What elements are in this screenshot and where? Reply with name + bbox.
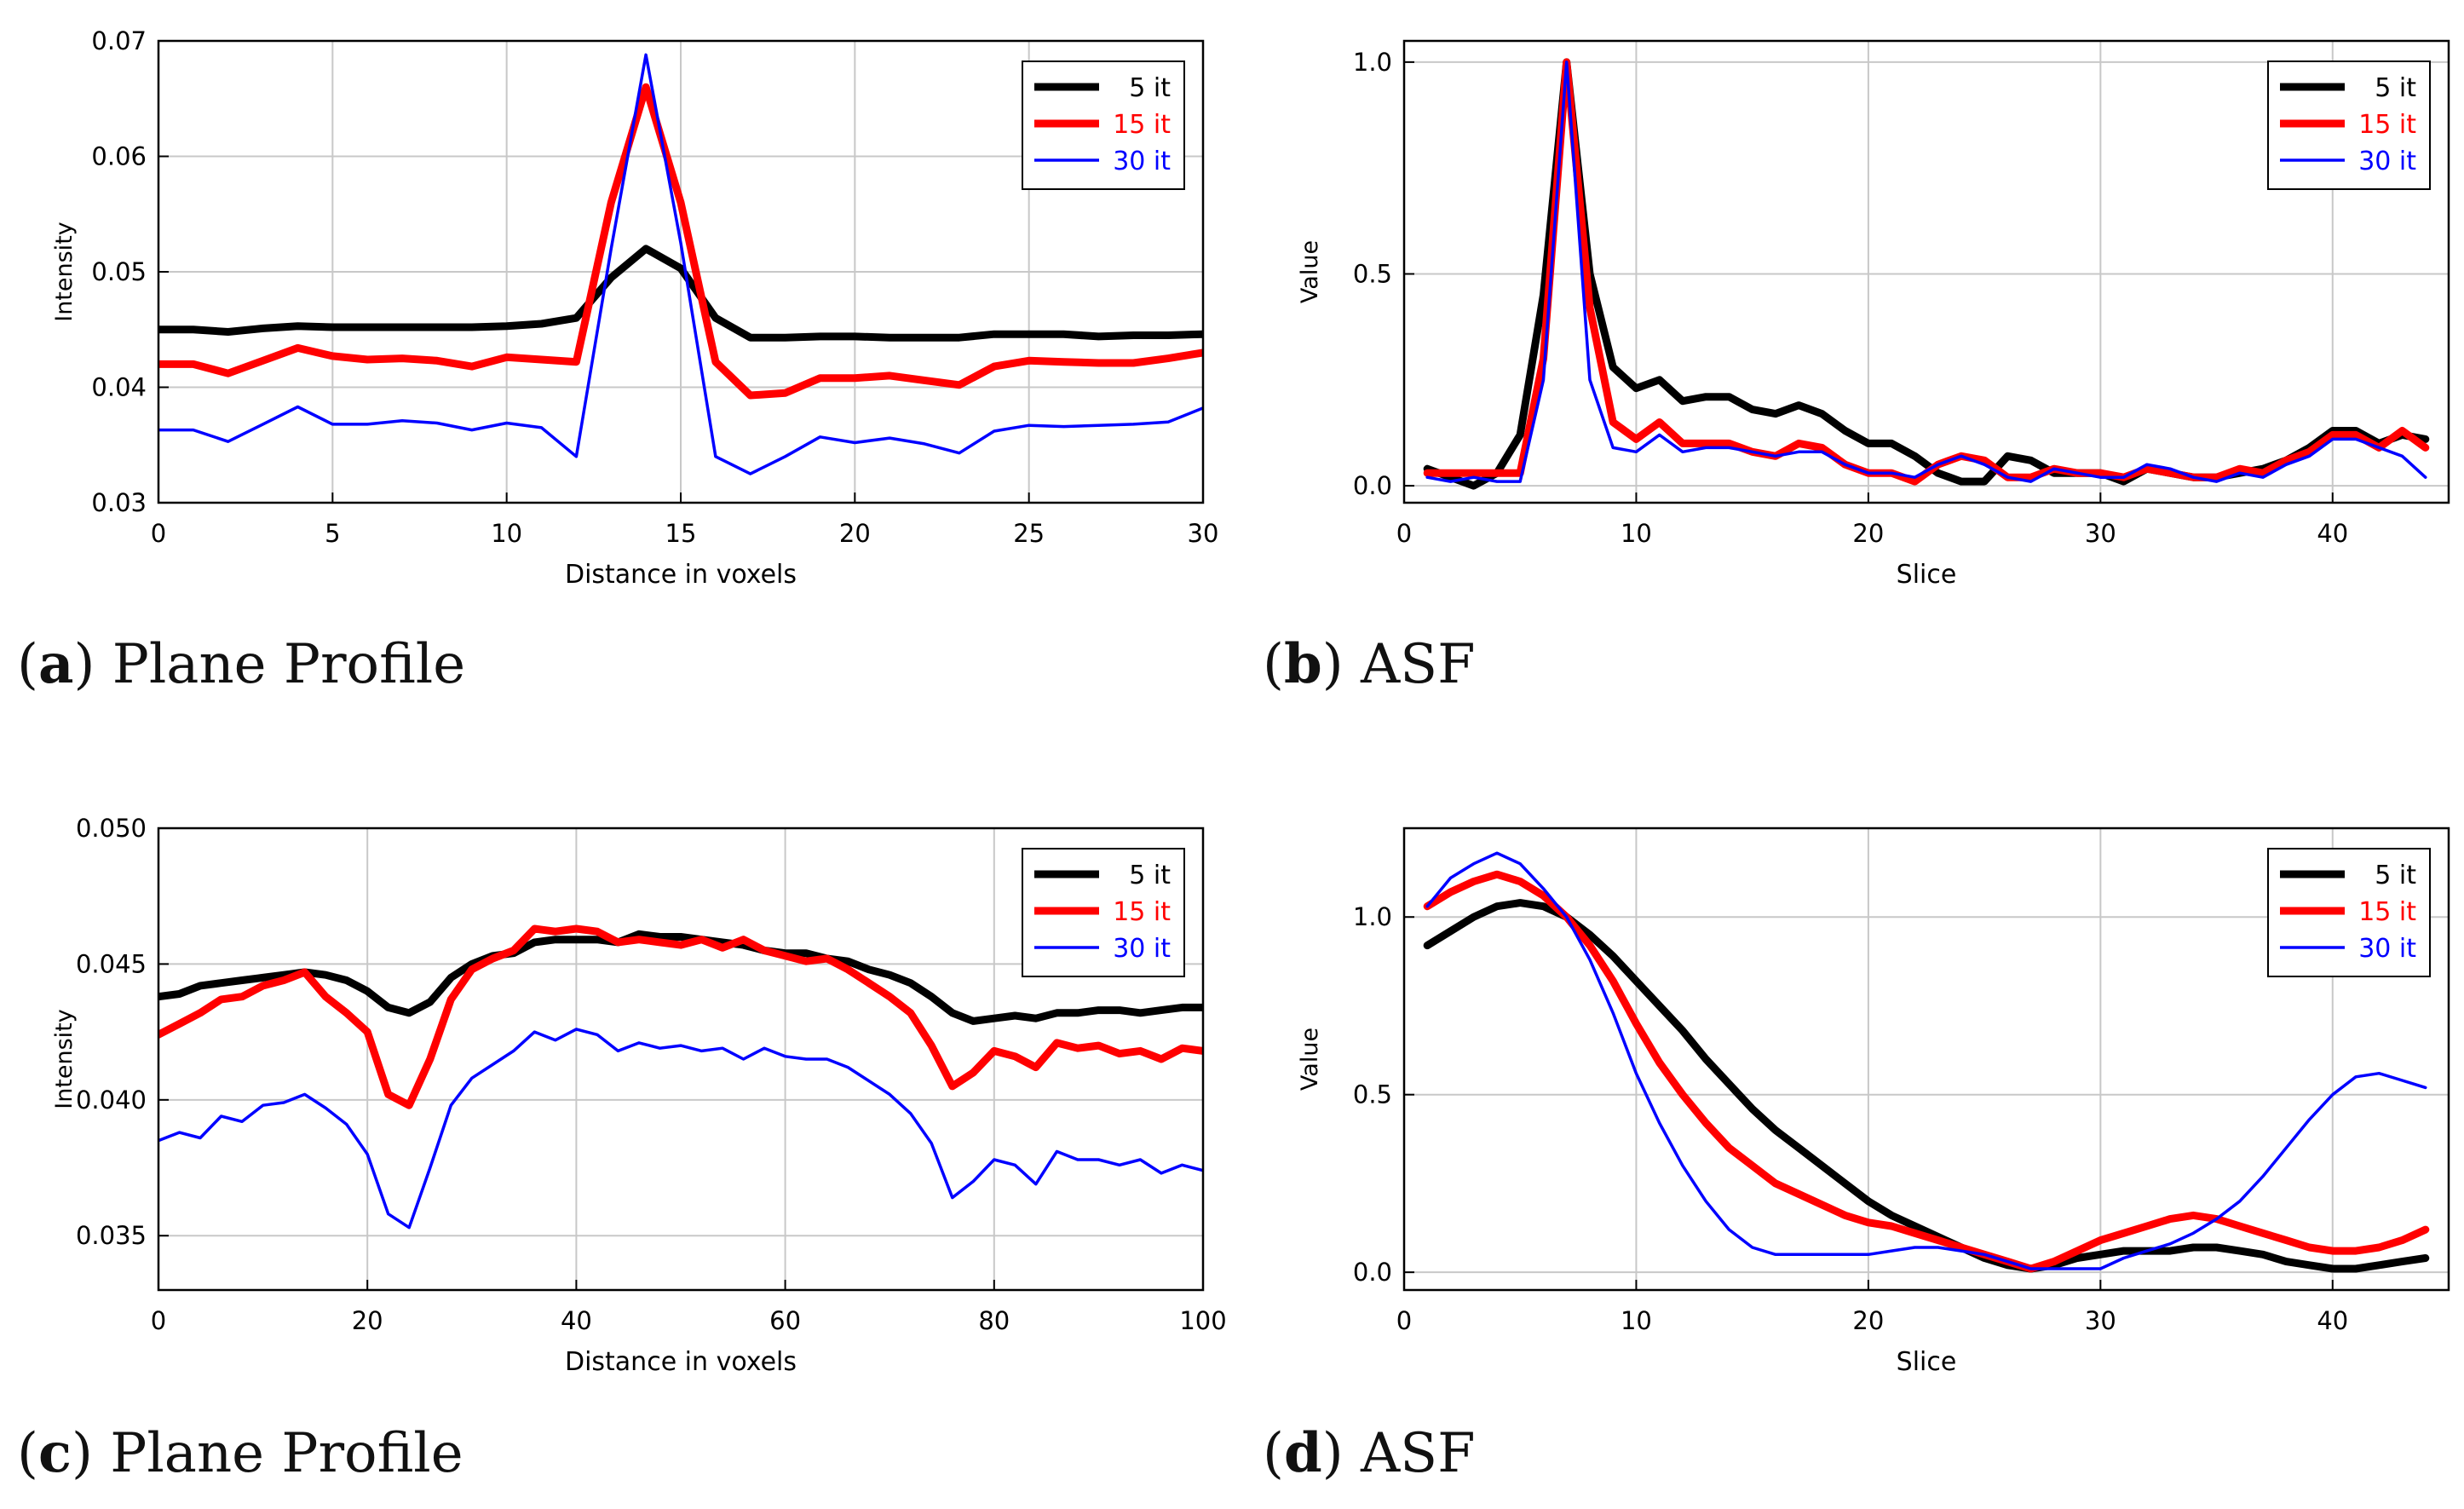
x-tick-label: 10 (491, 519, 522, 548)
x-tick-label: 25 (1013, 519, 1045, 548)
series-line-5-it (158, 245, 1203, 342)
caption-a: (a) Plane Profile (17, 632, 466, 696)
y-axis-label: Intensity (51, 222, 78, 322)
y-tick-label: 0.5 (1353, 1080, 1392, 1109)
x-tick-label: 80 (978, 1306, 1010, 1335)
y-axis-label: Value (1297, 1028, 1323, 1091)
x-axis-label: Distance in voxels (565, 560, 797, 590)
legend-label: 15 it (1113, 110, 1171, 140)
x-axis-label: Slice (1897, 1347, 1957, 1377)
x-tick-label: 10 (1621, 519, 1652, 548)
legend: 5 it 15 it 30 it (1022, 60, 1185, 190)
legend: 5 it 15 it 30 it (1022, 848, 1185, 977)
legend-label: 15 it (2358, 110, 2416, 140)
x-tick-label: 0 (151, 1306, 166, 1335)
x-tick-label: 20 (1852, 1306, 1884, 1335)
series-line-15-it (1423, 870, 2430, 1273)
caption-d: (d) ASF (1263, 1421, 1476, 1485)
series-group (158, 53, 1203, 475)
y-tick-label: 0.035 (76, 1221, 147, 1250)
x-tick-label: 0 (151, 519, 166, 548)
series-line-15-it (158, 83, 1203, 400)
legend-label: 30 it (1113, 147, 1171, 176)
axes-frame (157, 826, 1205, 1292)
chart-panel-c: 0 20 40 60 80 100 0.035 0.040 0.045 0.050 Distance… (51, 814, 1227, 1377)
legend-label: 30 it (1113, 934, 1171, 964)
caption-d-letter: d (1283, 1421, 1322, 1485)
x-tick-label: 10 (1621, 1306, 1652, 1335)
y-tick-label: 0.06 (91, 142, 147, 171)
legend: 5 it 15 it 30 it (2267, 848, 2431, 977)
y-tick-label: 1.0 (1353, 48, 1392, 77)
y-tick-label: 0.045 (76, 949, 147, 978)
caption-c-text: Plane Profile (110, 1422, 463, 1485)
chart-panel-a: 0 5 10 15 20 25 30 0.03 0.04 0.05 0.06 0.07 Distance… (51, 26, 1218, 590)
x-axis-label: Distance in voxels (565, 1347, 797, 1377)
y-tick-label: 0.5 (1353, 259, 1392, 288)
caption-c-letter: c (37, 1421, 72, 1485)
x-tick-label: 20 (352, 1306, 383, 1335)
series-group (1423, 58, 2430, 490)
x-tick-label: 30 (1188, 519, 1219, 548)
x-tick-label: 40 (2317, 1306, 2348, 1335)
series-line-30-it (1425, 851, 2427, 1270)
y-tick-label: 0.0 (1353, 471, 1392, 500)
legend-label: 15 it (1113, 897, 1171, 927)
x-tick-label: 0 (1396, 519, 1412, 548)
caption-b-letter: b (1283, 632, 1322, 696)
series-line-5-it (1423, 899, 2430, 1273)
y-tick-label: 0.040 (76, 1086, 147, 1114)
axes-frame (1402, 826, 2450, 1292)
chart-panel-b: 0 10 20 30 40 0.0 0.5 1.0 Slice Value 5 it 15 it 30 … (1297, 39, 2450, 590)
x-tick-label: 60 (769, 1306, 801, 1335)
x-tick-label: 40 (2317, 519, 2348, 548)
caption-a-text: Plane Profile (112, 633, 466, 696)
legend: 5 it 15 it 30 it (2267, 60, 2431, 190)
legend-label: 5 it (2375, 73, 2416, 103)
series-line-5-it (158, 930, 1203, 1025)
y-tick-label: 0.07 (91, 26, 147, 55)
chart-panel-d: 0 10 20 30 40 0.0 0.5 1.0 Slice Value 5 it 15 it 30 … (1297, 826, 2450, 1377)
x-tick-label: 30 (2085, 519, 2116, 548)
legend-label: 30 it (2358, 147, 2416, 176)
y-axis-label: Value (1297, 240, 1323, 303)
x-tick-label: 5 (325, 519, 340, 548)
caption-d-text: ASF (1361, 1422, 1476, 1485)
caption-a-letter: a (37, 632, 74, 696)
x-tick-label: 15 (665, 519, 697, 548)
y-tick-label: 0.03 (91, 488, 147, 517)
x-tick-label: 20 (1852, 519, 1884, 548)
axes-frame (1402, 39, 2450, 504)
x-tick-label: 100 (1179, 1306, 1226, 1335)
y-tick-label: 0.050 (76, 814, 147, 843)
legend-label: 5 it (1129, 861, 1171, 890)
x-tick-label: 0 (1396, 1306, 1412, 1335)
y-tick-label: 0.04 (91, 373, 147, 402)
legend-label: 15 it (2358, 897, 2416, 927)
series-line-30-it (1425, 60, 2427, 483)
series-line-30-it (158, 53, 1203, 475)
series-group (1423, 851, 2430, 1273)
series-line-30-it (158, 1028, 1203, 1230)
series-line-15-it (1423, 58, 2430, 486)
y-tick-label: 0.05 (91, 257, 147, 286)
y-tick-label: 1.0 (1353, 902, 1392, 931)
series-group (158, 924, 1203, 1230)
x-axis-label: Slice (1897, 560, 1957, 590)
legend-label: 30 it (2358, 934, 2416, 964)
caption-b-text: ASF (1361, 633, 1476, 696)
y-axis-label: Intensity (51, 1009, 78, 1109)
series-line-15-it (158, 924, 1203, 1109)
x-tick-label: 20 (839, 519, 871, 548)
caption-c: (c) Plane Profile (17, 1421, 463, 1485)
caption-b: (b) ASF (1263, 632, 1476, 696)
y-tick-label: 0.0 (1353, 1258, 1392, 1287)
x-tick-label: 30 (2085, 1306, 2116, 1335)
x-tick-label: 40 (561, 1306, 592, 1335)
legend-label: 5 it (1129, 73, 1171, 103)
legend-label: 5 it (2375, 861, 2416, 890)
